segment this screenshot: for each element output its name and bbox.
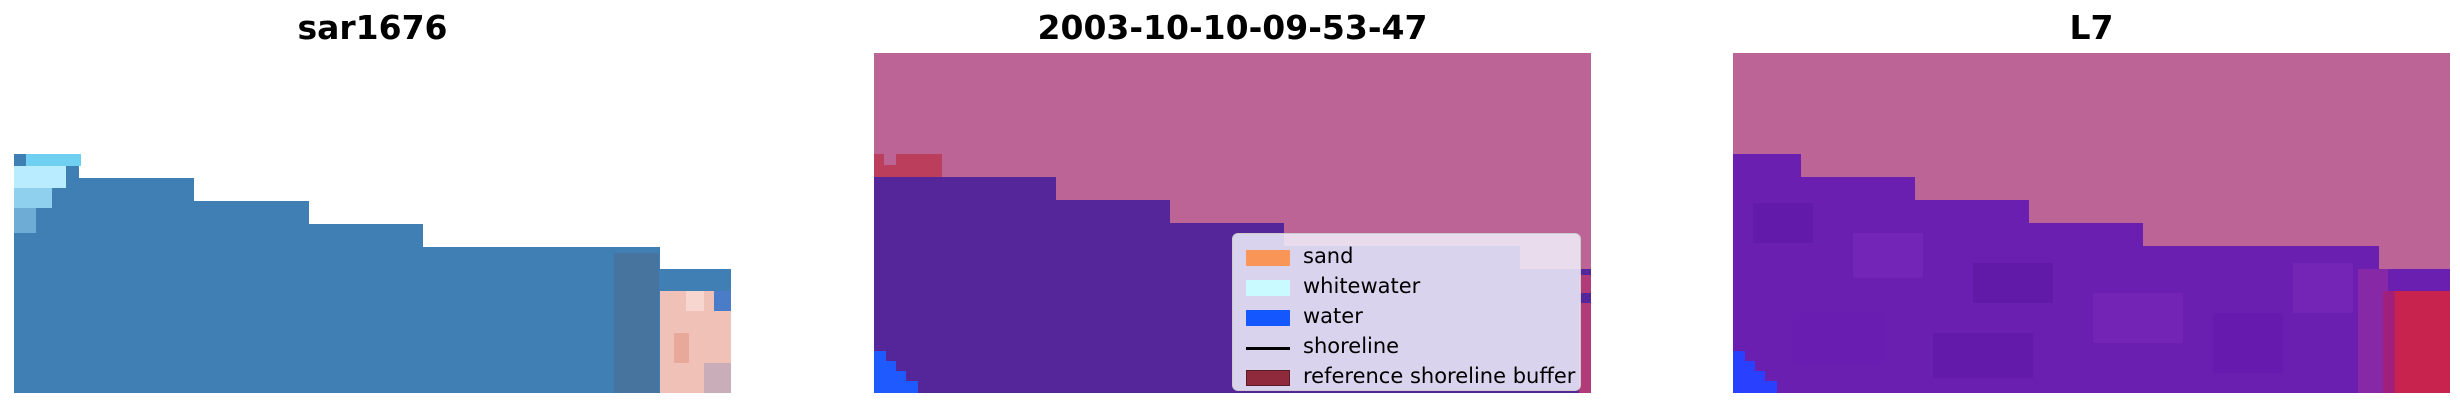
legend-item-whitewater: whitewater (1239, 272, 1574, 302)
panel-title: L7 (2069, 8, 2114, 47)
panel-index: L7 (1733, 0, 2450, 408)
panel-title: sar1676 (297, 8, 448, 47)
legend-label: reference shoreline buffer (1303, 364, 1576, 388)
legend-item-sand: sand (1239, 242, 1574, 272)
legend-item-reference-buffer: reference shoreline buffer (1239, 362, 1576, 392)
legend-swatch-sand (1246, 250, 1290, 266)
legend-swatch-reference-buffer (1246, 370, 1290, 386)
legend-swatch-water (1246, 310, 1290, 326)
panel-rgb: sar1676 (14, 0, 731, 408)
legend-label: shoreline (1303, 334, 1400, 358)
legend-item-water: water (1239, 302, 1574, 332)
legend-label: whitewater (1303, 274, 1421, 298)
legend: sand whitewater water shoreline referenc… (1232, 233, 1581, 391)
rgb-image (14, 53, 731, 393)
panel-title: 2003-10-10-09-53-47 (1037, 8, 1428, 47)
legend-label: sand (1303, 244, 1354, 268)
index-image (1733, 53, 2450, 393)
legend-label: water (1303, 304, 1363, 328)
legend-swatch-whitewater (1246, 280, 1290, 296)
legend-swatch-shoreline (1246, 347, 1290, 350)
legend-item-shoreline: shoreline (1239, 332, 1574, 362)
